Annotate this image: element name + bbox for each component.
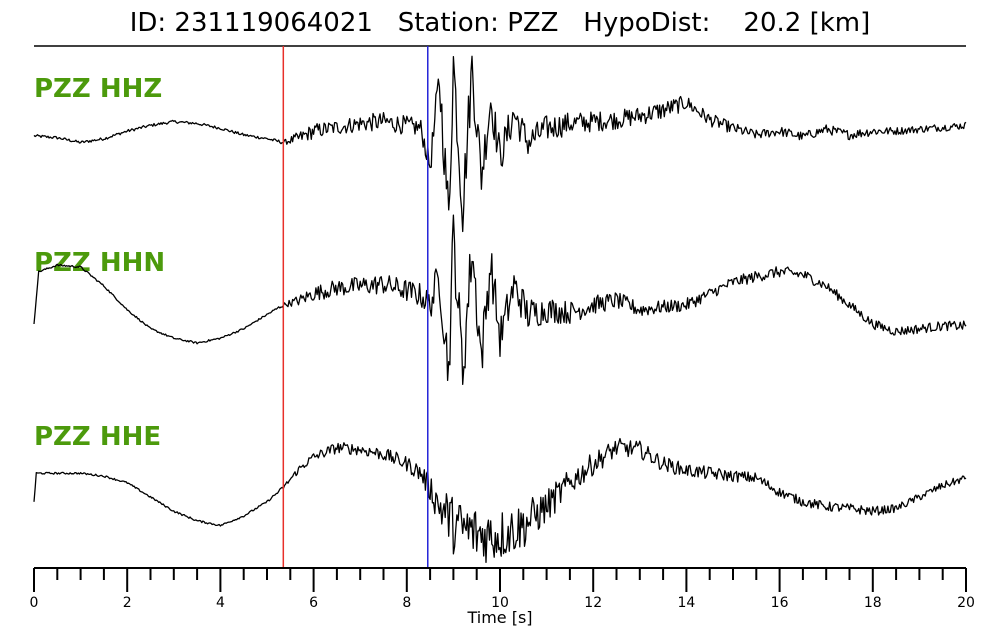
trace-label-hhz: PZZ HHZ [34, 74, 163, 104]
chart-title: ID: 231119064021 Station: PZZ HypoDist: … [129, 8, 871, 38]
waveform-line-pzz-hhn [33, 214, 967, 385]
waveform-line-pzz-hhz [33, 55, 967, 233]
waveform-line-pzz-hhe [33, 437, 967, 563]
trace-label-hhn: PZZ HHN [34, 248, 166, 278]
x-axis-label: Time [s] [466, 608, 532, 627]
x-tick-label: 20 [957, 595, 975, 611]
x-tick-label: 10 [491, 595, 509, 611]
x-tick-label: 6 [309, 595, 318, 611]
x-tick-label: 2 [123, 595, 132, 611]
x-tick-label: 18 [864, 595, 882, 611]
x-tick-label: 8 [402, 595, 411, 611]
x-tick-label: 4 [216, 595, 225, 611]
x-tick-label: 12 [584, 595, 602, 611]
trace-label-hhe: PZZ HHE [34, 422, 162, 452]
x-tick-label: 16 [771, 595, 789, 611]
x-tick-label: 0 [30, 595, 39, 611]
x-tick-label: 14 [677, 595, 695, 611]
